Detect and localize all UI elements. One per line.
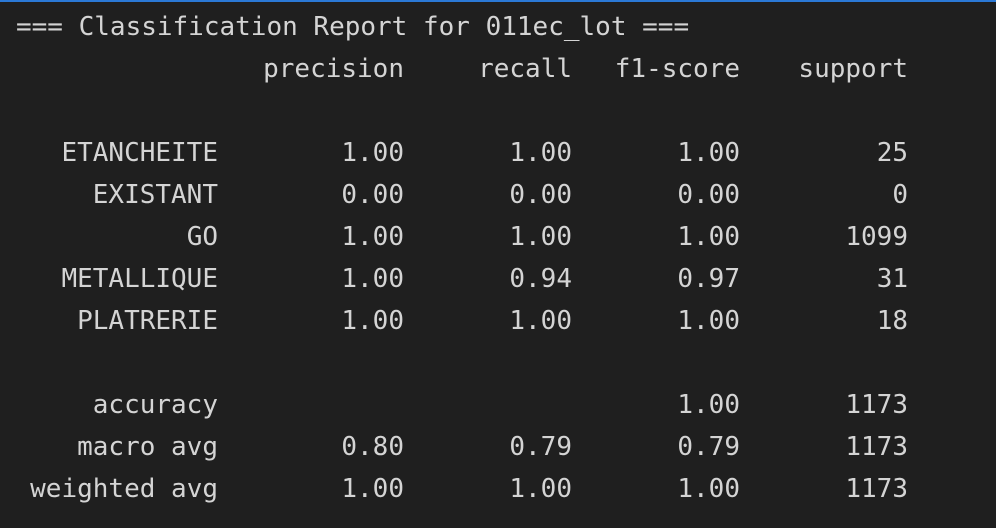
row-f1-score: 0.79 (677, 432, 740, 462)
row-precision: 1.00 (341, 222, 404, 252)
row-recall (404, 390, 572, 420)
row-support: 1173 (845, 474, 908, 504)
row-precision: 1.00 (341, 474, 404, 504)
summary-row-weighted-avg: weighted avg 1.00 1.00 1.00 1173 (0, 474, 996, 504)
row-label: accuracy (92, 390, 218, 420)
row-recall: 1.00 (509, 474, 572, 504)
row-support: 0 (892, 180, 908, 210)
row-f1-score: 0.97 (677, 264, 740, 294)
header-f1-score: f1-score (614, 54, 740, 84)
row-precision: 0.00 (341, 180, 404, 210)
header-recall: recall (478, 54, 572, 84)
summary-row-accuracy: accuracy 1.00 1173 (0, 390, 996, 420)
row-recall: 1.00 (509, 306, 572, 336)
row-recall: 1.00 (509, 222, 572, 252)
row-label: METALLIQUE (61, 264, 218, 294)
row-f1-score: 0.00 (677, 180, 740, 210)
row-recall: 0.00 (509, 180, 572, 210)
table-row: EXISTANT 0.00 0.00 0.00 0 (0, 180, 996, 210)
row-precision: 0.80 (341, 432, 404, 462)
row-support: 25 (876, 138, 908, 168)
row-label: EXISTANT (92, 180, 218, 210)
row-precision (220, 390, 404, 420)
row-recall: 1.00 (509, 138, 572, 168)
row-support: 1173 (845, 432, 908, 462)
row-precision: 1.00 (341, 306, 404, 336)
row-f1-score: 1.00 (677, 306, 740, 336)
header-row: precision recall f1-score support (0, 54, 996, 84)
row-f1-score: 1.00 (677, 474, 740, 504)
row-f1-score: 1.00 (677, 222, 740, 252)
header-precision: precision (263, 54, 404, 84)
header-support: support (798, 54, 908, 84)
row-support: 1099 (845, 222, 908, 252)
row-precision: 1.00 (341, 138, 404, 168)
table-row: METALLIQUE 1.00 0.94 0.97 31 (0, 264, 996, 294)
table-row: PLATRERIE 1.00 1.00 1.00 18 (0, 306, 996, 336)
row-precision: 1.00 (341, 264, 404, 294)
row-support: 18 (876, 306, 908, 336)
summary-row-macro-avg: macro avg 0.80 0.79 0.79 1173 (0, 432, 996, 462)
row-label: macro avg (77, 432, 218, 462)
row-f1-score: 1.00 (677, 390, 740, 420)
table-row: ETANCHEITE 1.00 1.00 1.00 25 (0, 138, 996, 168)
report-title: === Classification Report for 011ec_lot … (16, 12, 690, 42)
row-support: 31 (876, 264, 908, 294)
row-recall: 0.79 (509, 432, 572, 462)
row-recall: 0.94 (509, 264, 572, 294)
row-label: PLATRERIE (77, 306, 218, 336)
row-f1-score: 1.00 (677, 138, 740, 168)
row-label: weighted avg (30, 474, 218, 504)
row-label: ETANCHEITE (61, 138, 218, 168)
row-support: 1173 (845, 390, 908, 420)
table-row: GO 1.00 1.00 1.00 1099 (0, 222, 996, 252)
row-label: GO (186, 222, 218, 252)
